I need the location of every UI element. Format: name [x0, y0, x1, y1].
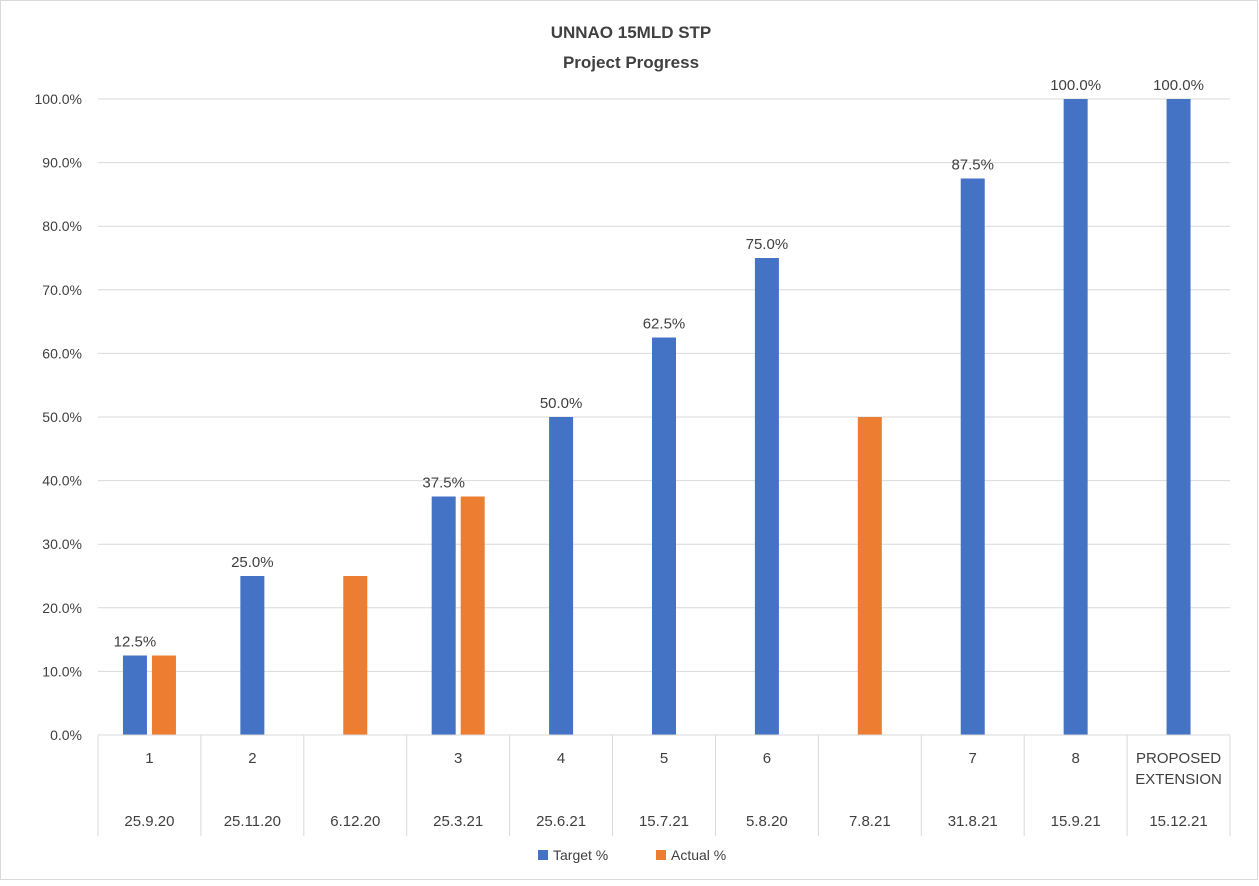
y-axis-ticks: 0.0% 10.0% 20.0% 30.0% 40.0% 50.0% 60.0% 70.0% 8… [35, 91, 82, 743]
chart-subtitle: Project Progress [563, 53, 699, 72]
x-date-label: 7.8.21 [849, 813, 891, 830]
bar-target [549, 417, 574, 735]
x-axis: 1 25.9.20 2 25.11.20 6.12.20 3 25.3.21 4 25.6.21… [97, 734, 1231, 836]
x-category-label: 7 [969, 750, 977, 767]
bar-target [1063, 99, 1088, 735]
y-tick-label: 0.0% [50, 727, 82, 743]
x-date-label: 25.9.20 [124, 813, 174, 830]
bar-target [122, 655, 147, 735]
data-label: 25.0% [231, 554, 274, 571]
bar-actual [151, 655, 176, 735]
x-category-label: 2 [248, 750, 256, 767]
bar-target [960, 178, 985, 735]
x-category-label: PROPOSED [1136, 750, 1221, 767]
x-date-label: 15.12.21 [1149, 813, 1207, 830]
y-tick-label: 90.0% [42, 155, 82, 171]
legend-label: Actual % [671, 847, 726, 863]
x-category-label: EXTENSION [1135, 771, 1222, 788]
y-tick-label: 30.0% [42, 536, 82, 552]
data-label: 62.5% [643, 316, 686, 333]
y-tick-label: 40.0% [42, 473, 82, 489]
data-label: 87.5% [951, 157, 994, 174]
y-tick-label: 70.0% [42, 282, 82, 298]
legend: Target % Actual % [538, 847, 726, 863]
data-label: 37.5% [422, 475, 465, 492]
chart-title: UNNAO 15MLD STP [551, 23, 712, 42]
x-date-label: 15.9.21 [1051, 813, 1101, 830]
x-category-label: 5 [660, 750, 668, 767]
bars [122, 99, 1191, 735]
x-category-label: 6 [763, 750, 771, 767]
bar-actual [857, 417, 882, 735]
data-label: 50.0% [540, 395, 583, 412]
data-label: 75.0% [746, 236, 789, 253]
y-tick-label: 20.0% [42, 600, 82, 616]
x-date-label: 25.11.20 [224, 813, 281, 830]
bar-target [431, 496, 456, 735]
legend-swatch [656, 850, 666, 860]
x-date-label: 6.12.20 [330, 813, 380, 830]
x-category-label: 4 [557, 750, 565, 767]
y-tick-label: 100.0% [35, 91, 82, 107]
x-category-label: 8 [1071, 750, 1079, 767]
x-category-label: 3 [454, 750, 462, 767]
bar-actual [343, 576, 368, 735]
x-date-label: 31.8.21 [948, 813, 998, 830]
legend-swatch [538, 850, 548, 860]
data-label: 12.5% [114, 634, 157, 651]
bar-target [240, 576, 265, 735]
bar-actual [460, 496, 485, 735]
bar-target [754, 258, 779, 735]
x-date-label: 25.3.21 [433, 813, 483, 830]
y-tick-label: 60.0% [42, 345, 82, 361]
x-category-label: 1 [145, 750, 153, 767]
data-label: 100.0% [1153, 77, 1204, 94]
x-date-label: 15.7.21 [639, 813, 689, 830]
data-labels: 12.5% 25.0% 37.5% 50.0% 62.5% 75.0% 87.5% 100.0… [114, 77, 1204, 651]
x-date-label: 5.8.20 [746, 813, 788, 830]
legend-label: Target % [553, 847, 608, 863]
y-tick-label: 80.0% [42, 218, 82, 234]
y-tick-label: 10.0% [42, 663, 82, 679]
bar-target [1166, 99, 1191, 735]
x-date-label: 25.6.21 [536, 813, 586, 830]
bar-target [652, 337, 676, 735]
y-tick-label: 50.0% [42, 409, 82, 425]
data-label: 100.0% [1050, 77, 1101, 94]
